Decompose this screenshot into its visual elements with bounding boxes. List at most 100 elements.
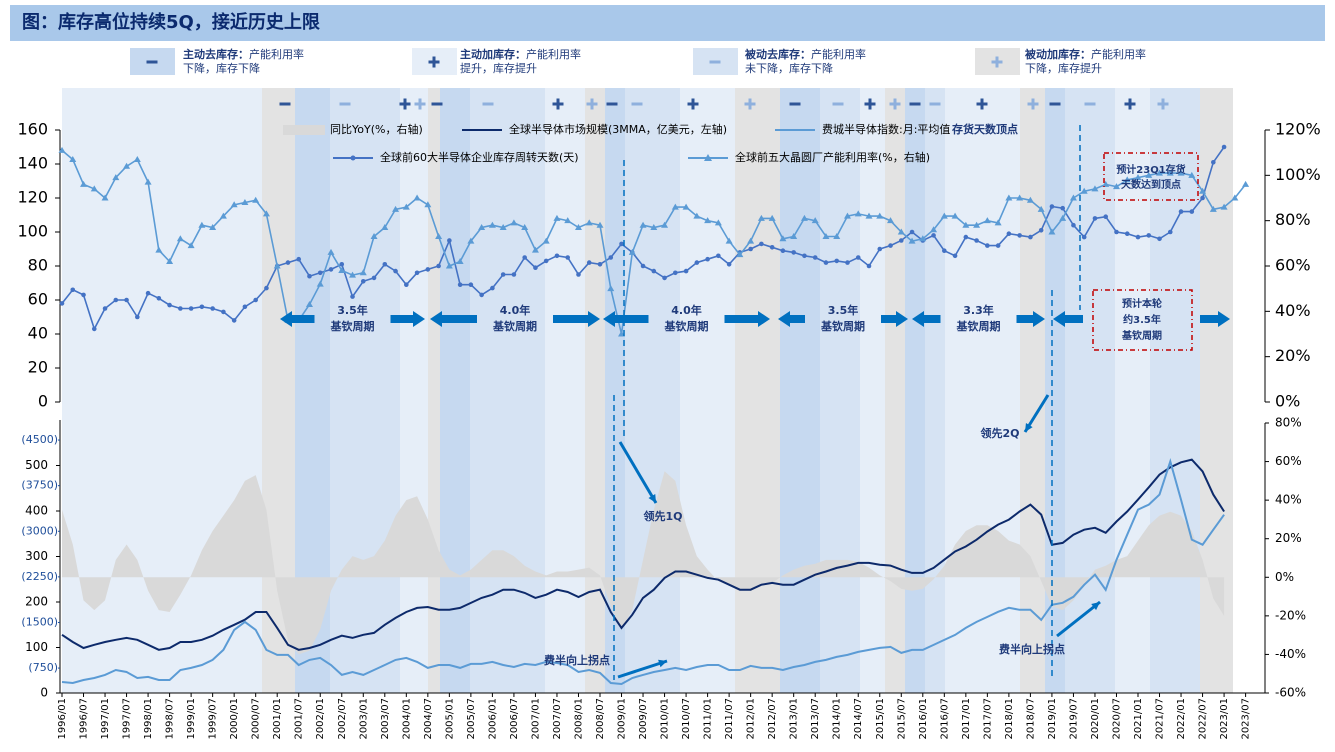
- phase-icon-bar: [832, 102, 844, 106]
- phase-icon-bar: [631, 102, 643, 106]
- y-tick-label: 400: [25, 504, 48, 518]
- y2-tick-label: 20%: [1275, 346, 1311, 365]
- title-bar: [10, 5, 1325, 41]
- cycle-years: 3.5年: [337, 303, 368, 317]
- y2-tick-label: 80%: [1275, 210, 1311, 229]
- y-tick-label: 120: [17, 188, 48, 207]
- point: [447, 238, 452, 243]
- title: 图：库存高位持续5Q，接近历史上限: [22, 11, 321, 33]
- phase-icon-bar: [403, 98, 407, 110]
- point: [490, 285, 495, 291]
- point: [942, 248, 947, 253]
- phase-name: 主动加库存：: [460, 48, 526, 61]
- cycle-arrow: [390, 311, 425, 327]
- point: [683, 268, 689, 274]
- point: [812, 255, 818, 260]
- point: [962, 221, 970, 228]
- series-line: [61, 458, 1225, 686]
- cycle-arrow: [912, 311, 941, 327]
- point: [736, 251, 744, 258]
- point: [974, 238, 979, 243]
- point: [779, 235, 787, 242]
- point: [350, 294, 355, 299]
- point: [1005, 194, 1013, 201]
- point: [887, 217, 895, 224]
- cycle-arrow: [881, 311, 908, 327]
- point: [564, 217, 572, 224]
- pointer: [1056, 600, 1101, 638]
- x-tick-label: 2018/01: [1004, 698, 1015, 740]
- point: [500, 272, 506, 277]
- phase-band: [545, 88, 585, 693]
- point: [662, 275, 667, 281]
- point: [499, 223, 507, 230]
- point: [230, 201, 238, 208]
- cycle-arrow: [1200, 311, 1230, 327]
- cycle-label: 基钦周期: [664, 319, 709, 333]
- point: [995, 243, 1001, 248]
- point: [704, 217, 712, 224]
- point: [963, 234, 969, 240]
- cycle-arrow: [1053, 311, 1083, 327]
- x-tick-label: 2008/07: [595, 698, 606, 740]
- point: [1017, 233, 1022, 238]
- x-tick-label: 1999/01: [186, 698, 197, 740]
- point: [757, 214, 765, 221]
- phase-band: [585, 88, 605, 693]
- point: [381, 223, 389, 230]
- cycle-arrow: [280, 311, 315, 327]
- phase-legend-0: 主动去库存：产能利用率下降，库存下降: [183, 48, 311, 76]
- y-tick-label: 500: [25, 458, 48, 472]
- x-tick-label: 2000/07: [251, 698, 262, 740]
- point: [1060, 205, 1065, 211]
- forecast-text: 约3.5年: [1123, 313, 1161, 326]
- point: [328, 267, 334, 272]
- point: [371, 275, 377, 281]
- point: [682, 203, 690, 210]
- point: [155, 246, 163, 253]
- point: [823, 260, 829, 265]
- point: [833, 233, 841, 240]
- x-tick-label: 2007/01: [530, 698, 541, 740]
- phase-icon-bar: [606, 102, 618, 106]
- point: [574, 223, 582, 230]
- phase-icon-bar: [590, 98, 594, 110]
- x-tick-label: 2005/01: [444, 698, 455, 740]
- point: [694, 260, 700, 265]
- x-tick-label: 2015/01: [875, 698, 886, 740]
- x-tick-label: 1998/01: [143, 698, 154, 740]
- point: [705, 256, 710, 262]
- point: [1221, 144, 1227, 150]
- point: [940, 212, 948, 219]
- point: [639, 221, 647, 228]
- point: [307, 273, 312, 279]
- y-tick-label: 40: [28, 324, 48, 343]
- point: [69, 155, 77, 162]
- y2-tick-label: 40%: [1275, 301, 1311, 320]
- point: [1188, 171, 1196, 178]
- phase-desc: 产能利用率未下降，库存下降: [745, 48, 866, 75]
- cycle-label: 基钦周期: [492, 319, 537, 333]
- x-tick-label: 2014/07: [853, 698, 864, 740]
- legend-marker: [704, 154, 712, 161]
- point: [167, 302, 172, 308]
- point: [133, 155, 141, 162]
- point: [210, 306, 215, 311]
- x-tick-label: 2003/01: [358, 698, 369, 740]
- point: [144, 178, 152, 185]
- x-tick-label: 2023/01: [1219, 698, 1230, 740]
- y-tick-label: 300: [25, 549, 48, 563]
- y-tick-label: 100: [17, 222, 48, 241]
- point: [802, 253, 807, 259]
- point: [1112, 183, 1120, 190]
- phase-band: [400, 88, 428, 693]
- x-tick-label: 2006/07: [509, 698, 520, 740]
- point: [533, 265, 538, 271]
- cycle-arrow: [778, 311, 805, 327]
- phase-band: [945, 88, 1020, 693]
- phase-name: 被动加库存：: [1025, 48, 1091, 61]
- point: [1016, 194, 1024, 201]
- y-tick-label: 200: [25, 595, 48, 609]
- phase-legend-3: 被动加库存：产能利用率下降，库存提升: [1025, 48, 1153, 76]
- point: [349, 271, 357, 278]
